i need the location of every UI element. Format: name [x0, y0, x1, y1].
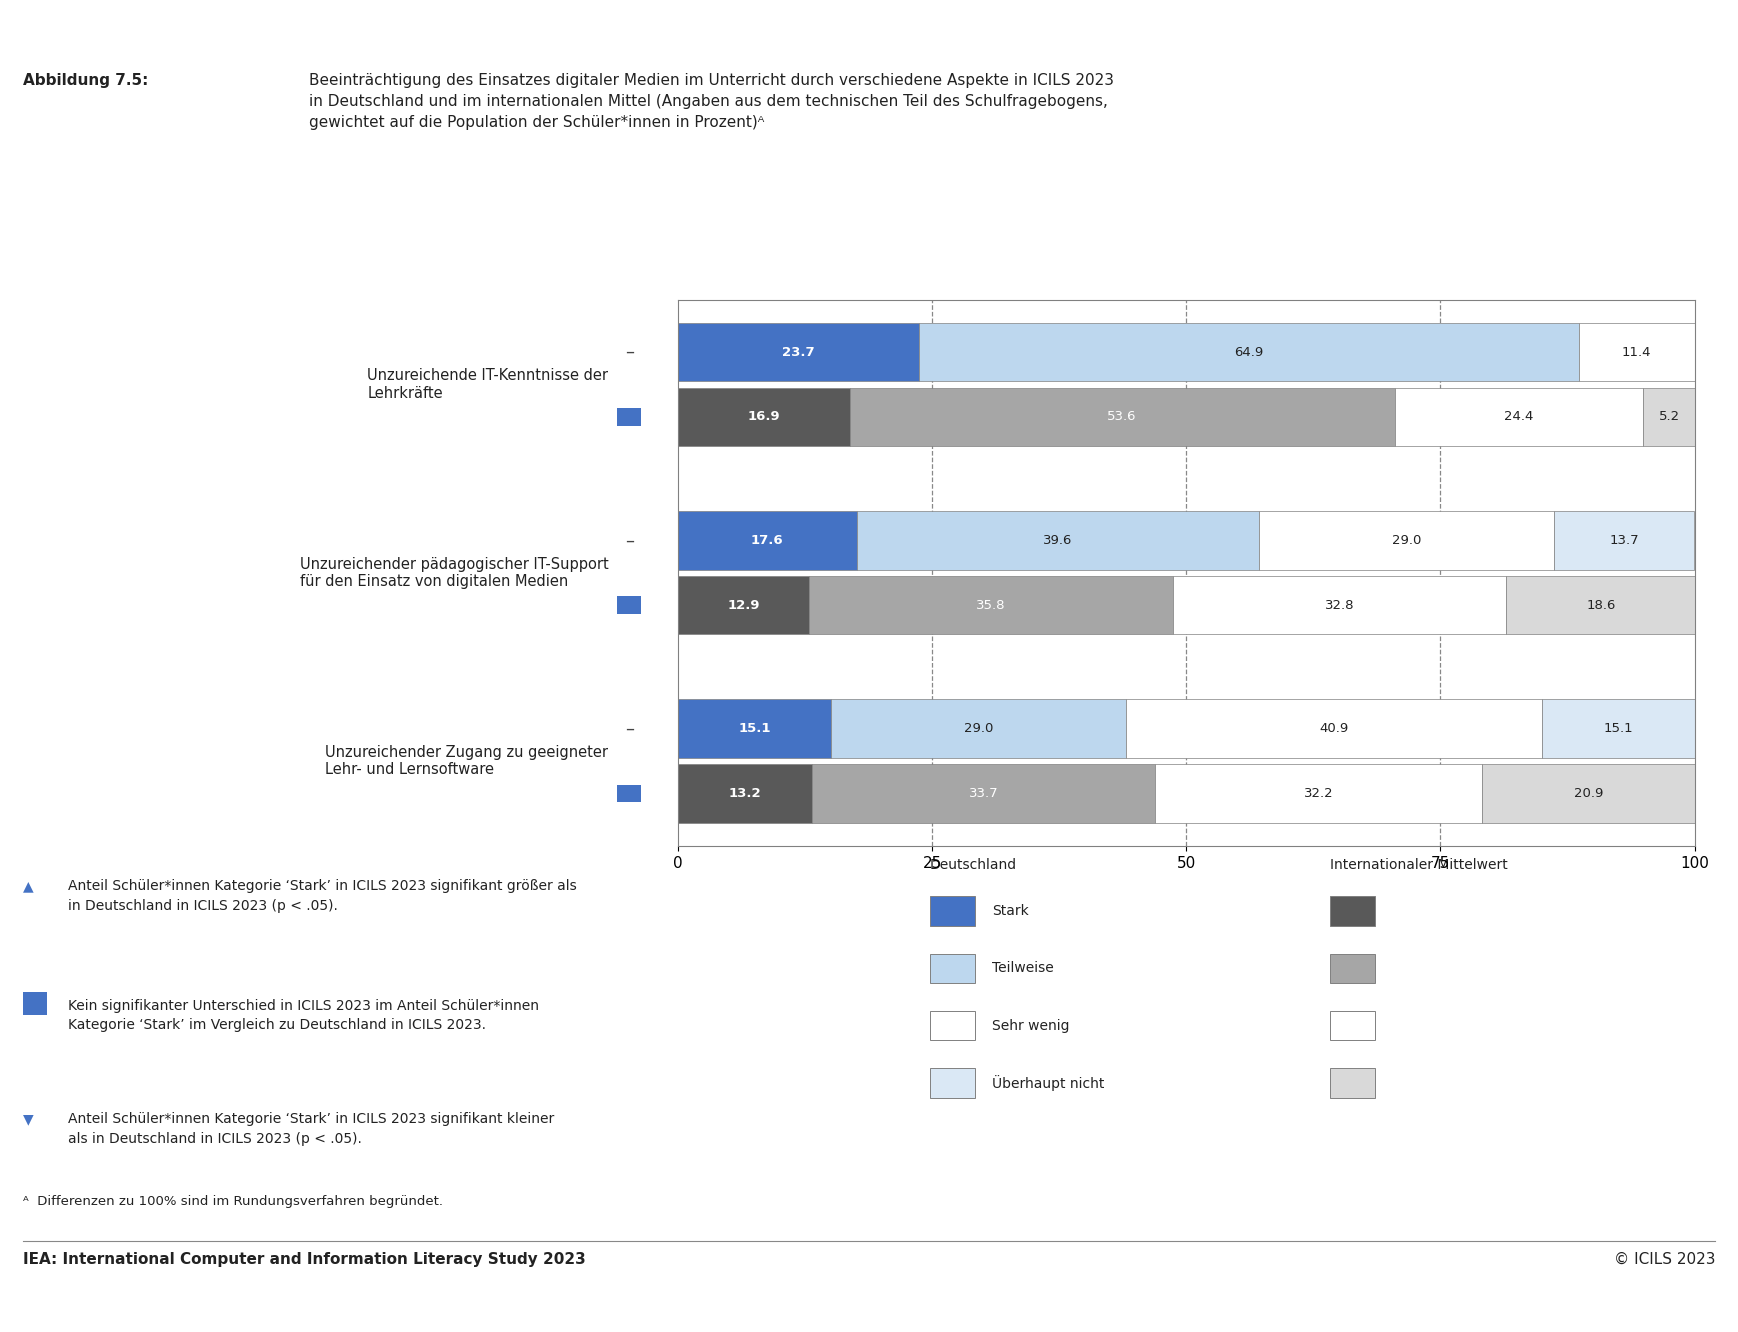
- Text: Anteil Schüler*innen Kategorie ‘Stark’ in ICILS 2023 signifikant kleiner
als in : Anteil Schüler*innen Kategorie ‘Stark’ i…: [68, 1112, 554, 1146]
- Text: Deutschland: Deutschland: [930, 858, 1017, 872]
- Bar: [1578, 322, 1695, 381]
- Bar: [678, 511, 857, 570]
- Bar: [617, 597, 641, 614]
- Bar: [919, 322, 1578, 381]
- Bar: [1483, 765, 1695, 823]
- Text: Internationaler Mittelwert: Internationaler Mittelwert: [1330, 858, 1507, 872]
- Bar: [678, 765, 812, 823]
- Text: 23.7: 23.7: [782, 345, 815, 358]
- Text: 35.8: 35.8: [977, 598, 1006, 611]
- Text: 12.9: 12.9: [726, 598, 760, 611]
- Text: © ICILS 2023: © ICILS 2023: [1615, 1252, 1715, 1267]
- Bar: [23, 992, 47, 1015]
- Text: 13.2: 13.2: [728, 787, 761, 801]
- Text: 24.4: 24.4: [1503, 410, 1533, 424]
- Bar: [930, 1011, 975, 1040]
- Bar: [1330, 896, 1375, 926]
- Bar: [678, 699, 831, 758]
- Text: 17.6: 17.6: [751, 534, 784, 547]
- Bar: [1330, 1011, 1375, 1040]
- Bar: [617, 409, 641, 426]
- Bar: [617, 785, 641, 802]
- Text: Unzureichender Zugang zu geeigneter
Lehr- und Lernsoftware: Unzureichender Zugang zu geeigneter Lehr…: [325, 745, 608, 777]
- Bar: [1330, 954, 1375, 983]
- Text: Anteil Schüler*innen Kategorie ‘Stark’ in ICILS 2023 signifikant größer als
in D: Anteil Schüler*innen Kategorie ‘Stark’ i…: [68, 879, 577, 912]
- Bar: [930, 954, 975, 983]
- Text: Teilweise: Teilweise: [992, 962, 1055, 975]
- Text: 53.6: 53.6: [1107, 410, 1137, 424]
- Bar: [808, 575, 1173, 634]
- Text: Sehr wenig: Sehr wenig: [992, 1019, 1071, 1032]
- Bar: [812, 765, 1154, 823]
- Bar: [1173, 575, 1507, 634]
- Text: 39.6: 39.6: [1043, 534, 1072, 547]
- Text: 32.2: 32.2: [1304, 787, 1333, 801]
- Text: Stark: Stark: [992, 904, 1029, 918]
- Text: 32.8: 32.8: [1324, 598, 1354, 611]
- Bar: [1260, 511, 1554, 570]
- Text: 18.6: 18.6: [1587, 598, 1616, 611]
- Text: IEA: International Computer and Information Literacy Study 2023: IEA: International Computer and Informat…: [23, 1252, 586, 1267]
- Bar: [1554, 511, 1693, 570]
- Text: 13.7: 13.7: [1609, 534, 1639, 547]
- Bar: [678, 322, 919, 381]
- Text: Abbildung 7.5:: Abbildung 7.5:: [23, 73, 148, 88]
- Text: ▲: ▲: [23, 879, 33, 894]
- Text: 64.9: 64.9: [1234, 345, 1264, 358]
- Bar: [930, 896, 975, 926]
- Bar: [1154, 765, 1483, 823]
- Bar: [1330, 1068, 1375, 1098]
- Text: ▼: ▼: [23, 1112, 33, 1127]
- Text: Überhaupt nicht: Überhaupt nicht: [992, 1075, 1105, 1091]
- Text: –: –: [624, 531, 634, 549]
- Bar: [831, 699, 1126, 758]
- Text: Beeinträchtigung des Einsatzes digitaler Medien im Unterricht durch verschiedene: Beeinträchtigung des Einsatzes digitaler…: [309, 73, 1114, 131]
- Text: 29.0: 29.0: [1392, 534, 1422, 547]
- Text: 11.4: 11.4: [1622, 345, 1651, 358]
- Text: 29.0: 29.0: [965, 722, 994, 735]
- Text: 16.9: 16.9: [747, 410, 780, 424]
- Text: 5.2: 5.2: [1658, 410, 1679, 424]
- Bar: [1642, 388, 1696, 446]
- Text: 40.9: 40.9: [1319, 722, 1349, 735]
- Text: –: –: [624, 719, 634, 738]
- Text: 15.1: 15.1: [739, 722, 772, 735]
- Bar: [857, 511, 1260, 570]
- Text: Unzureichender pädagogischer IT-Support
für den Einsatz von digitalen Medien: Unzureichender pädagogischer IT-Support …: [299, 557, 608, 589]
- Text: 15.1: 15.1: [1604, 722, 1634, 735]
- Bar: [1126, 699, 1542, 758]
- Bar: [850, 388, 1394, 446]
- Bar: [1542, 699, 1696, 758]
- Text: 33.7: 33.7: [968, 787, 998, 801]
- Bar: [1394, 388, 1642, 446]
- Bar: [678, 388, 850, 446]
- Text: ᴬ  Differenzen zu 100% sind im Rundungsverfahren begründet.: ᴬ Differenzen zu 100% sind im Rundungsve…: [23, 1195, 443, 1208]
- Bar: [930, 1068, 975, 1098]
- Text: Kein signifikanter Unterschied in ICILS 2023 im Anteil Schüler*innen
Kategorie ‘: Kein signifikanter Unterschied in ICILS …: [68, 999, 539, 1032]
- Bar: [678, 575, 808, 634]
- Text: Unzureichende IT-Kenntnisse der
Lehrkräfte: Unzureichende IT-Kenntnisse der Lehrkräf…: [367, 369, 608, 401]
- Bar: [1507, 575, 1696, 634]
- Text: 20.9: 20.9: [1573, 787, 1602, 801]
- Text: –: –: [624, 344, 634, 361]
